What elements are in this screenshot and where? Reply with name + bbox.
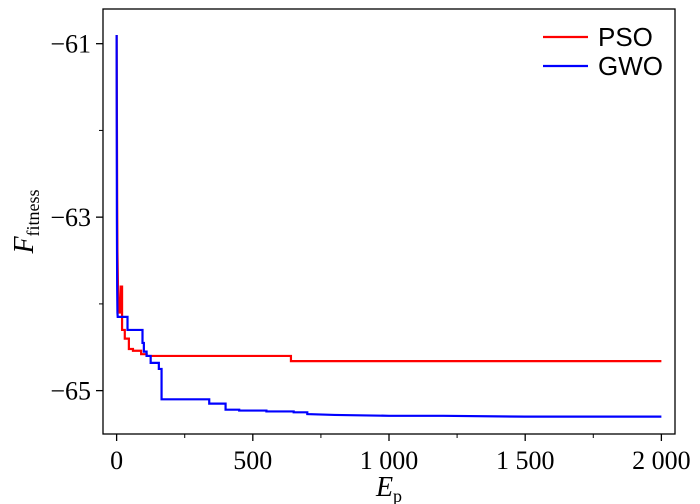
x-axis-label-main: E <box>375 472 393 503</box>
series-line-gwo <box>115 35 662 418</box>
legend: PSO GWO <box>543 22 663 81</box>
x-tick-label: 0 <box>110 446 123 475</box>
legend-label-pso: PSO <box>598 22 653 52</box>
plot-frame <box>102 8 676 435</box>
x-tick-label: 1 500 <box>496 446 555 475</box>
y-tick-label: −63 <box>50 203 91 232</box>
x-tick-label: 1 000 <box>360 446 419 475</box>
x-axis-label: Ep <box>375 472 402 504</box>
x-axis-label-sub: p <box>393 486 402 504</box>
legend-label-gwo: GWO <box>598 51 663 81</box>
x-tick-label: 500 <box>233 446 272 475</box>
y-tick-label: −61 <box>50 30 91 59</box>
series-lines <box>115 35 662 418</box>
plot-area <box>115 35 662 418</box>
axis-ticks <box>96 43 663 441</box>
y-axis-label-main: F <box>9 236 40 255</box>
y-tick-label: −65 <box>50 377 91 406</box>
y-axis-label-sub: fitness <box>23 189 43 236</box>
x-tick-label: 2 000 <box>632 446 691 475</box>
series-line-pso <box>115 35 662 363</box>
axis-tick-labels: 0 500 1 000 1 500 2 000 −61 −63 −65 <box>50 30 690 475</box>
y-axis-label: Ffitness <box>9 189 43 254</box>
